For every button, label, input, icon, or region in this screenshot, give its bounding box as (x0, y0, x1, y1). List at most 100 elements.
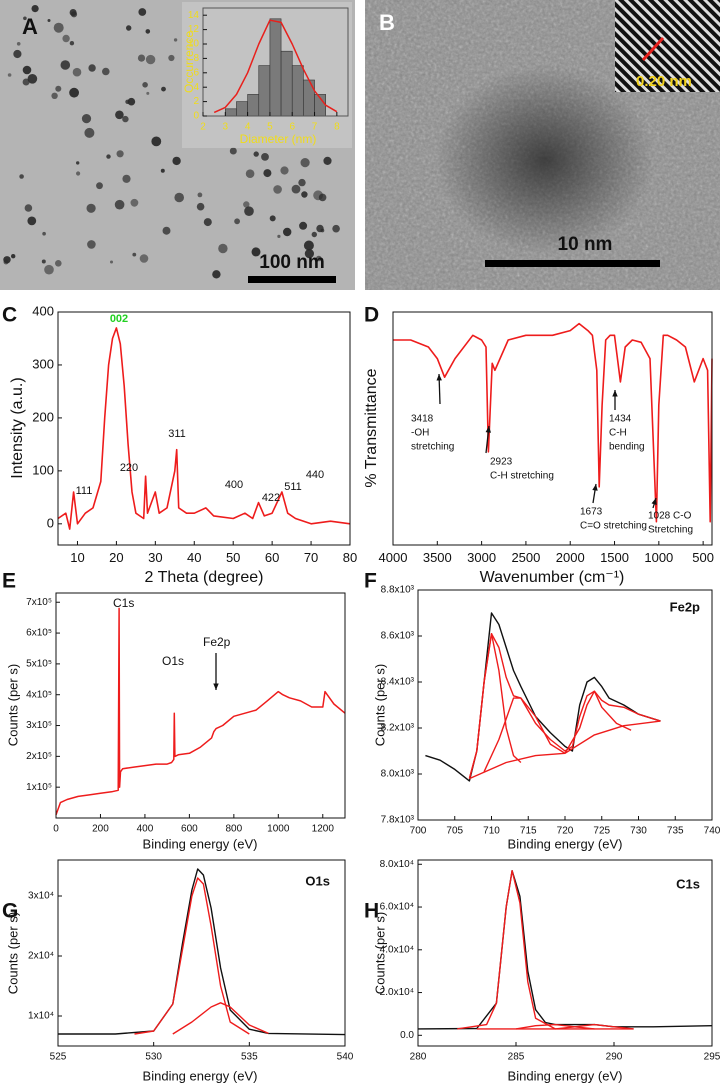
x-tick-label: 295 (704, 1052, 720, 1063)
particle (114, 199, 125, 210)
particle (115, 110, 124, 120)
y-tick-label: 8.8x10³ (381, 585, 415, 596)
particle (234, 218, 241, 225)
x-tick-label: 3 (223, 122, 229, 133)
y-tick-label: 4.0x10⁴ (380, 944, 414, 955)
particle (316, 224, 324, 233)
arrow-head (213, 683, 219, 690)
y-tick-label: 400 (32, 303, 54, 318)
y-axis-label: Counts (per s) (372, 664, 387, 746)
histogram-bar (280, 50, 293, 117)
particle (139, 254, 149, 263)
particle (311, 231, 317, 238)
particle (110, 260, 113, 264)
particle (303, 240, 314, 251)
y-tick-label: 300 (32, 356, 54, 371)
x-tick-label: 3500 (423, 550, 452, 565)
x-tick-label: 3000 (467, 550, 496, 565)
x-tick-label: 6 (289, 122, 295, 133)
particle (27, 74, 38, 84)
particle (172, 156, 181, 166)
particle (299, 221, 308, 230)
panel-label: C (2, 304, 17, 327)
x-tick-label: 1000 (644, 550, 673, 565)
x-tick-label: 20 (109, 550, 123, 565)
chart: 4000 3500 3000 2500 2000 1500 1000 500 Wavenumbe… (363, 304, 714, 587)
annotation: Fe2p (203, 635, 231, 649)
arrow-head (485, 426, 491, 433)
particle (244, 206, 254, 216)
y-tick-label: 2 (193, 96, 199, 107)
particle (146, 91, 150, 95)
x-tick-label: 715 (520, 826, 537, 837)
panel-label: E (2, 570, 16, 593)
particle (245, 169, 255, 178)
annotation: 1028 C-O (648, 511, 692, 522)
particle (174, 192, 184, 203)
particle (162, 226, 171, 235)
data-line (483, 697, 566, 772)
x-tick-label: 80 (343, 550, 357, 565)
data-line (58, 868, 346, 1036)
particle (55, 260, 62, 267)
particle (313, 190, 323, 201)
particle (72, 67, 82, 77)
data-line (469, 720, 661, 780)
data-line (564, 690, 632, 754)
particle (283, 227, 292, 237)
y-tick-label: 1x10⁴ (28, 1011, 54, 1022)
scale-bar-label: 100 nm (259, 252, 324, 273)
x-tick-label: 720 (557, 826, 574, 837)
panel-label: B (379, 10, 395, 35)
particle (76, 171, 81, 176)
chart: 700 705 710 715 720 725 730 735 740 7.8x10³ 8.0x10… (364, 570, 720, 852)
histogram-bar (247, 94, 260, 117)
lattice-marker (641, 36, 665, 62)
particle (27, 216, 37, 226)
y-axis-label: Counts (per s) (372, 912, 387, 994)
x-tick-label: 1200 (312, 824, 335, 835)
particle (196, 202, 205, 211)
particle (125, 99, 130, 105)
plot-frame (392, 311, 713, 546)
y-tick-label: 14 (188, 10, 200, 21)
y-tick-label: 4x10⁵ (26, 689, 52, 700)
annotation: 111 (76, 485, 93, 497)
particle (203, 218, 212, 227)
y-axis-label: % Transmittance (363, 368, 380, 487)
particle (138, 8, 147, 16)
x-tick-label: 2 (200, 122, 206, 133)
particle (304, 249, 314, 259)
y-tick-label: 8.6x10³ (381, 631, 415, 642)
particle (24, 204, 33, 212)
particle (323, 156, 332, 165)
particle (316, 255, 322, 262)
y-tick-label: 100 (32, 462, 54, 477)
particle (13, 49, 22, 59)
particle (84, 127, 95, 138)
y-tick-label: 200 (32, 409, 54, 424)
scale-bar (248, 276, 336, 283)
x-tick-label: 60 (265, 550, 279, 565)
annotation: 1673 (580, 507, 603, 518)
x-tick-label: 2000 (556, 550, 585, 565)
particle (16, 42, 21, 46)
scale-bar (485, 260, 660, 267)
data-line (457, 870, 556, 1030)
annotation: 002 (110, 313, 128, 325)
particle (126, 25, 132, 31)
annotation: C=O stretching (580, 521, 647, 532)
data-line (515, 1023, 595, 1030)
histogram-bar (236, 101, 248, 117)
x-tick-label: 200 (92, 824, 109, 835)
particle (280, 166, 289, 175)
y-tick-label: 5x10⁵ (26, 659, 52, 670)
panel-label: D (364, 304, 379, 327)
particle (122, 115, 129, 123)
particle (161, 86, 166, 92)
y-tick-label: 8.0x10³ (381, 769, 415, 780)
x-tick-label: 535 (241, 1052, 258, 1063)
annotation: -OH (411, 428, 429, 439)
